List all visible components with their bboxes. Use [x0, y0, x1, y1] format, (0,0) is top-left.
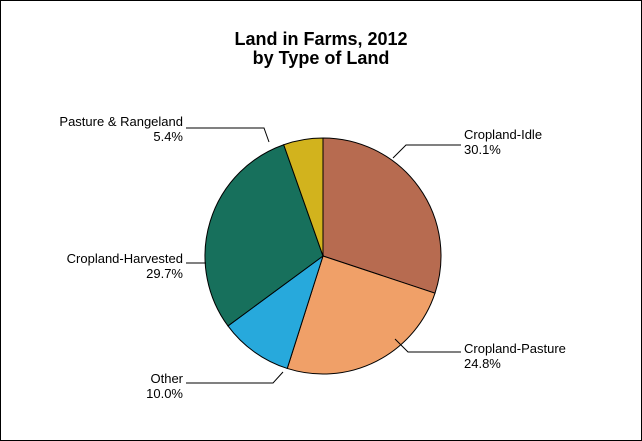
- pie-slice-cropland-pasture: [286, 255, 436, 375]
- leader-line: [186, 371, 284, 384]
- pie-slice-other: [227, 254, 324, 370]
- slice-label: Cropland-Harvested: [67, 251, 183, 266]
- chart-title: Land in Farms, 2012: [234, 29, 407, 49]
- slice-value-label: 30.1%: [464, 142, 501, 157]
- slice-label: Pasture & Rangeland: [59, 114, 183, 129]
- slice-value-label: 29.7%: [146, 266, 183, 281]
- slice-value-label: 5.4%: [153, 129, 183, 144]
- leader-line: [186, 127, 270, 143]
- slice-label: Other: [150, 371, 183, 386]
- slice-label: Cropland-Pasture: [464, 341, 566, 356]
- slice-value-label: 24.8%: [464, 356, 501, 371]
- slice-value-label: 10.0%: [146, 386, 183, 401]
- pie-slices: [204, 137, 442, 375]
- chart-subtitle: by Type of Land: [253, 48, 390, 68]
- leader-line: [392, 144, 461, 159]
- pie-slice-cropland-harvested: [204, 144, 324, 327]
- pie-slice-pasture-rangeland: [283, 137, 324, 257]
- slice-label: Cropland-Idle: [464, 127, 542, 142]
- pie-slice-cropland-idle: [322, 137, 442, 294]
- leader-line: [394, 338, 461, 353]
